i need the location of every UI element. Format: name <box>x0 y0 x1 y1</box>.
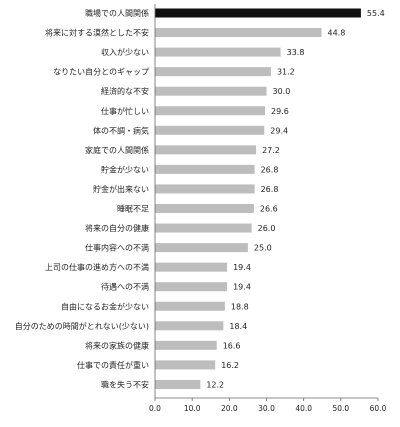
value-label-18: 16.6 <box>223 341 241 350</box>
category-label-8: 家庭での人間関係 <box>85 145 149 155</box>
x-ticks-group: 0.0 10.0 20.0 30.0 40.0 50.0 60.0 <box>149 398 387 413</box>
value-label-3: 33.8 <box>287 48 305 57</box>
bar-19 <box>155 360 216 370</box>
value-label-2: 44.8 <box>328 29 346 38</box>
value-label-19: 16.2 <box>221 361 239 370</box>
bar-7 <box>155 125 265 135</box>
value-label-12: 26.0 <box>258 224 276 233</box>
x-tick-label-5: 50.0 <box>332 404 349 413</box>
category-label-2: 将来に対する漠然とした不安 <box>45 28 149 38</box>
value-labels-group: 55.4 44.8 33.8 31.2 30.0 29.6 29.4 27.2 26.8 26.8… <box>206 9 384 389</box>
category-label-20: 職を失う不安 <box>101 379 149 389</box>
category-label-18: 将来の家族の健康 <box>85 340 149 350</box>
bar-20 <box>155 379 201 389</box>
category-label-9: 貯金が少ない <box>101 164 149 174</box>
category-label-15: 待遇への不満 <box>101 282 149 292</box>
category-label-16: 自由になるお金が少ない <box>61 301 149 311</box>
x-tick-label-6: 60.0 <box>370 404 387 413</box>
category-label-19: 仕事での責任が重い <box>77 360 149 370</box>
value-label-14: 19.4 <box>233 263 251 272</box>
x-tick-label-2: 20.0 <box>221 404 238 413</box>
bar-1 <box>155 8 361 18</box>
value-label-15: 19.4 <box>233 283 251 292</box>
x-tick-label-4: 40.0 <box>295 404 312 413</box>
category-labels-group: 職場での人間関係将来に対する漠然とした不安収入が少ないなりたい自分とのギャップ経… <box>15 8 149 389</box>
bar-17 <box>155 321 224 331</box>
category-label-12: 将来の自分の健康 <box>85 223 149 233</box>
value-label-8: 27.2 <box>262 146 280 155</box>
category-label-10: 貯金が出来ない <box>93 184 149 194</box>
value-label-6: 29.6 <box>271 107 289 116</box>
value-label-5: 30.0 <box>273 87 291 96</box>
category-label-4: なりたい自分とのギャップ <box>53 67 149 77</box>
bar-8 <box>155 145 257 155</box>
bar-4 <box>155 67 271 77</box>
bar-16 <box>155 301 225 311</box>
category-label-14: 上司の仕事の進め方への不満 <box>45 262 149 272</box>
axes-group <box>154 4 378 399</box>
bar-9 <box>155 164 255 174</box>
value-label-17: 18.4 <box>229 322 247 331</box>
bar-2 <box>155 28 322 38</box>
category-label-6: 仕事が忙しい <box>101 106 149 116</box>
value-label-11: 26.6 <box>260 205 278 214</box>
x-tick-label-0: 0.0 <box>149 404 161 413</box>
value-label-9: 26.8 <box>261 165 279 174</box>
x-tick-label-1: 10.0 <box>184 404 201 413</box>
bar-15 <box>155 282 228 292</box>
value-label-13: 25.0 <box>254 244 272 253</box>
value-label-7: 29.4 <box>270 126 288 135</box>
category-label-7: 体の不調・病気 <box>93 125 149 135</box>
bar-3 <box>155 47 281 57</box>
bar-14 <box>155 262 228 272</box>
bars-group <box>155 8 361 389</box>
category-label-17: 自分のための時間がとれない(少ない) <box>15 321 149 331</box>
value-label-4: 31.2 <box>277 68 295 77</box>
bar-5 <box>155 86 267 96</box>
bar-6 <box>155 106 266 116</box>
category-label-11: 睡眠不足 <box>117 205 149 214</box>
bar-18 <box>155 340 217 350</box>
category-label-5: 経済的な不安 <box>101 86 149 96</box>
bar-10 <box>155 184 255 194</box>
value-label-20: 12.2 <box>206 380 224 389</box>
category-label-1: 職場での人間関係 <box>85 8 149 18</box>
bar-12 <box>155 223 252 233</box>
value-label-10: 26.8 <box>261 185 279 194</box>
bar-13 <box>155 243 248 253</box>
value-label-1: 55.4 <box>367 9 385 18</box>
value-label-16: 18.8 <box>231 302 249 311</box>
category-label-13: 仕事内容への不満 <box>85 243 149 253</box>
bar-11 <box>155 204 254 213</box>
category-label-3: 収入が少ない <box>101 47 149 57</box>
x-tick-label-3: 30.0 <box>258 404 275 413</box>
